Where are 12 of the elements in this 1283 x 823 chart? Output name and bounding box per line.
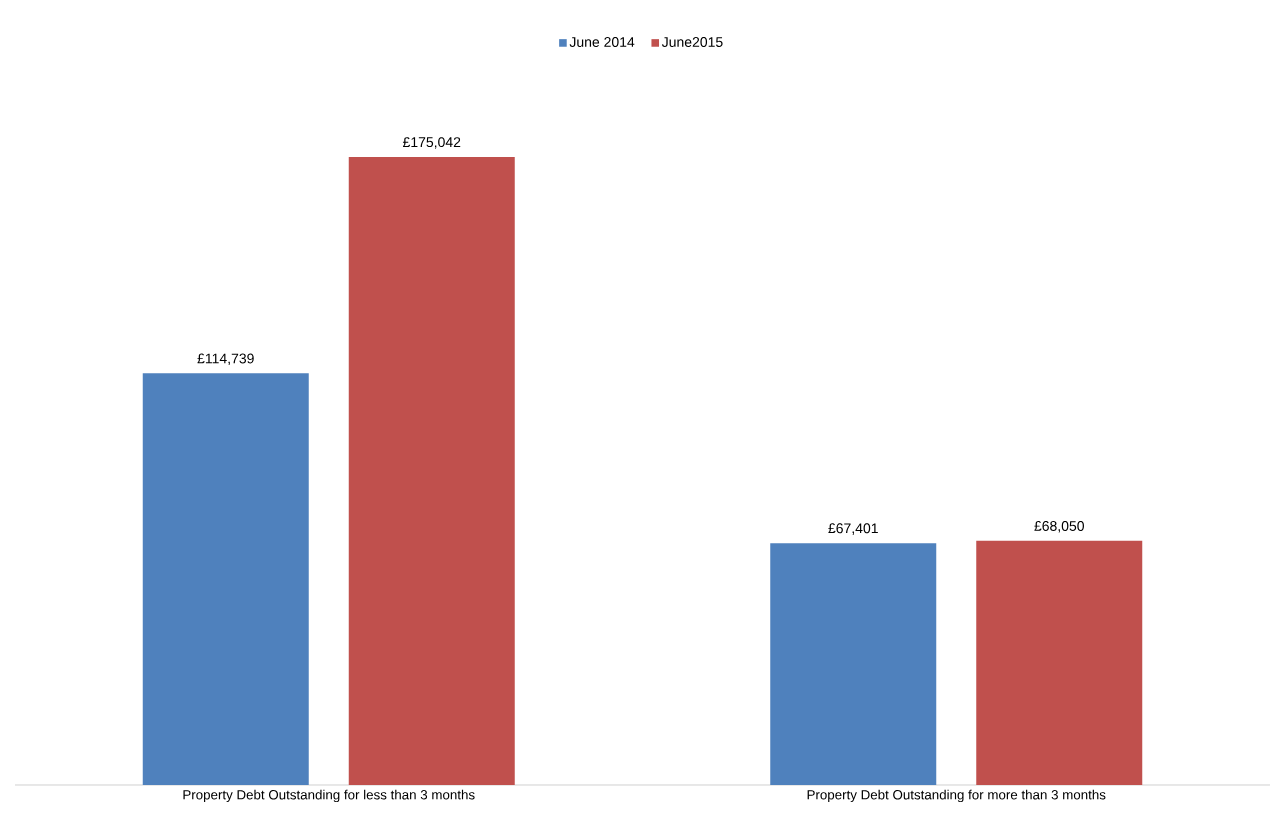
- bar: [142, 373, 309, 785]
- data-label: £114,739: [197, 353, 254, 366]
- legend-label: June2015: [661, 37, 723, 47]
- data-label: £68,050: [1034, 521, 1084, 533]
- x-tick-label: Property Debt Outstanding for more than 3 months: [807, 789, 1106, 803]
- data-label: £175,042: [402, 137, 461, 149]
- bar: [770, 543, 937, 785]
- data-label: £67,401: [828, 523, 878, 535]
- bar: [976, 540, 1143, 785]
- bar: [348, 156, 515, 785]
- legend-label: June 2014: [569, 37, 635, 47]
- x-tick-label: Property Debt Outstanding for less than 3 months: [183, 789, 475, 803]
